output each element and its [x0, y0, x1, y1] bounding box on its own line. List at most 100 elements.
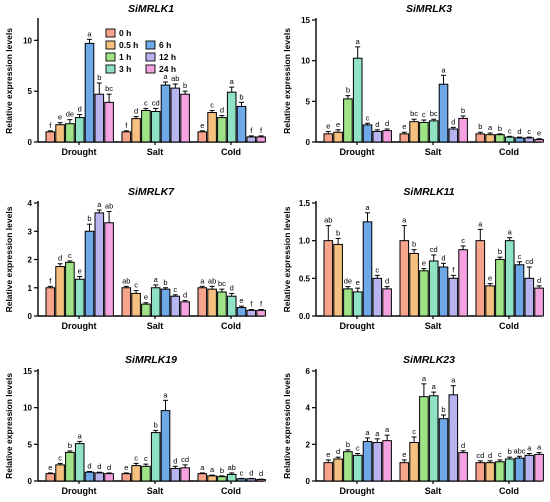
bar: [207, 288, 217, 317]
y-tick-label: 15: [23, 367, 32, 376]
x-tick-label: Salt: [147, 486, 164, 496]
bar: [65, 451, 75, 482]
bar: [55, 124, 65, 143]
chart-title: SiMRLK23: [403, 354, 455, 366]
legend-swatch: [145, 52, 156, 62]
significance-letter: e: [326, 450, 330, 459]
significance-letter: c: [366, 113, 370, 122]
chart-title: SiMRLK11: [403, 186, 454, 198]
bar: [246, 136, 257, 143]
bar: [458, 249, 468, 317]
significance-letter: a: [385, 425, 390, 434]
significance-letter: c: [412, 427, 416, 436]
legend-swatch: [145, 40, 156, 50]
legend-label: 12 h: [159, 52, 176, 62]
bar: [343, 98, 353, 143]
significance-letter: f: [250, 300, 253, 309]
bar: [121, 287, 132, 317]
x-tick-label: Drought: [62, 321, 97, 331]
chart-panel-simrlk19: SiMRLK19 Relative expression levels 0 5 10 15…: [4, 354, 266, 496]
x-tick-label: Cold: [499, 321, 519, 331]
significance-letter: a: [78, 431, 83, 440]
significance-letter: f: [260, 126, 263, 135]
x-tick-label: Cold: [221, 486, 241, 496]
y-tick-label: 0: [306, 138, 311, 147]
significance-letter: e: [58, 113, 62, 122]
significance-letter: b: [154, 420, 158, 429]
bar: [419, 121, 429, 143]
x-tick-label: Drought: [62, 486, 97, 496]
bar: [180, 301, 190, 317]
significance-letter: d: [517, 127, 521, 136]
y-tick-label: 4: [306, 404, 311, 413]
bar: [495, 461, 505, 482]
bar: [74, 443, 85, 482]
bar: [382, 440, 392, 482]
bar: [217, 476, 227, 482]
significance-letter: cd: [430, 245, 438, 254]
bar: [409, 121, 419, 143]
bar: [438, 418, 449, 482]
significance-letter: e: [402, 122, 406, 131]
significance-letter: e: [336, 120, 340, 129]
significance-letter: c: [144, 454, 148, 463]
bar: [362, 441, 373, 482]
significance-letter: d: [259, 469, 263, 478]
significance-letter: d: [375, 120, 379, 129]
significance-letter: c: [240, 468, 244, 477]
significance-letter: b: [97, 73, 101, 82]
significance-letter: d: [220, 106, 224, 115]
bar: [121, 473, 132, 482]
significance-letter: c: [461, 236, 465, 245]
legend-label: 6 h: [159, 40, 171, 50]
y-tick-label: 10: [23, 36, 32, 45]
significance-letter: f: [260, 300, 263, 309]
significance-letter: c: [508, 126, 512, 135]
bar: [256, 309, 266, 317]
significance-letter: d: [230, 283, 234, 292]
bar: [65, 123, 75, 143]
y-tick-label: 0.0: [299, 312, 311, 321]
bar: [180, 467, 190, 482]
bar: [428, 260, 439, 317]
legend-label: 24 h: [159, 64, 176, 74]
bar: [428, 120, 439, 143]
significance-letter: ab: [228, 463, 236, 472]
significance-letter: d: [249, 468, 253, 477]
bar: [236, 307, 247, 317]
bar: [131, 118, 141, 143]
significance-letter: d: [78, 105, 82, 114]
significance-letter: a: [488, 123, 493, 132]
significance-letter: e: [422, 259, 426, 268]
significance-letter: d: [173, 456, 177, 465]
significance-letter: d: [488, 451, 492, 460]
significance-letter: a: [432, 382, 437, 391]
y-tick-label: 10: [301, 57, 310, 66]
significance-letter: b: [441, 405, 445, 414]
significance-letter: a: [422, 374, 427, 383]
significance-letter: d: [97, 462, 101, 471]
significance-letter: d: [441, 253, 445, 262]
significance-letter: b: [498, 124, 502, 133]
bar: [236, 478, 247, 482]
bar: [84, 42, 95, 143]
significance-letter: a: [163, 72, 168, 81]
significance-letter: b: [68, 441, 72, 450]
y-axis-label: Relative expression levels: [282, 373, 292, 479]
significance-letter: c: [144, 98, 148, 107]
significance-letter: f: [250, 126, 253, 135]
bar: [104, 101, 114, 143]
significance-letter: c: [58, 453, 62, 462]
significance-letter: b: [220, 466, 224, 475]
y-axis-label: Relative expression levels: [4, 206, 14, 312]
bar: [323, 133, 334, 143]
bar: [256, 136, 266, 143]
chart-title: SiMRLK19: [125, 354, 177, 366]
chart-panel-simrlk7: SiMRLK7 Relative expression levels 0 1 2 3 4 Dr…: [4, 186, 266, 331]
bar: [524, 137, 535, 143]
x-tick-label: Drought: [340, 486, 375, 496]
significance-letter: d: [183, 290, 187, 299]
significance-letter: b: [336, 228, 340, 237]
significance-letter: a: [230, 77, 235, 86]
bar: [141, 109, 151, 143]
